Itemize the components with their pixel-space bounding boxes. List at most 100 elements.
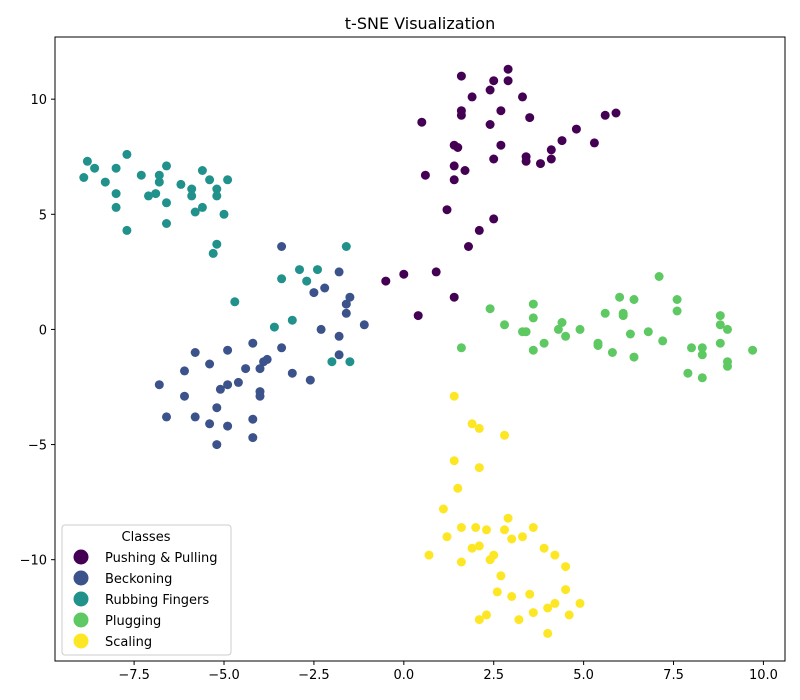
legend-label: Beckoning xyxy=(105,572,172,587)
data-point xyxy=(528,299,538,309)
data-point xyxy=(697,350,707,360)
data-point xyxy=(575,324,585,334)
data-point xyxy=(187,184,197,194)
y-tick-label: 0 xyxy=(39,323,47,338)
data-point xyxy=(212,191,222,201)
data-point xyxy=(474,225,484,235)
data-point xyxy=(154,380,164,390)
data-point xyxy=(442,532,452,542)
x-axis: −7.5 −5.0 −2.5 0.0 2.5 5.0 7.5 10.0 xyxy=(118,661,778,683)
data-point xyxy=(313,265,322,275)
data-point xyxy=(629,352,639,362)
data-point xyxy=(723,324,732,334)
plot-frame xyxy=(54,36,786,662)
data-point xyxy=(269,322,279,332)
legend-label: Pushing & Pulling xyxy=(105,551,218,566)
data-point xyxy=(154,170,164,180)
data-point xyxy=(212,403,222,413)
data-point xyxy=(255,391,265,401)
data-point xyxy=(564,610,574,620)
data-point xyxy=(223,345,233,355)
data-point xyxy=(697,373,707,383)
data-point xyxy=(550,598,560,608)
data-point xyxy=(417,117,427,127)
data-point xyxy=(449,292,459,302)
data-point xyxy=(248,338,258,348)
data-point xyxy=(593,341,603,350)
data-point xyxy=(589,138,599,148)
data-point xyxy=(162,198,171,208)
data-point xyxy=(215,384,225,394)
data-point xyxy=(748,345,758,355)
data-point xyxy=(187,191,197,201)
data-point xyxy=(489,214,499,224)
legend-title: Classes xyxy=(122,530,171,545)
data-point xyxy=(456,71,466,81)
legend-label: Scaling xyxy=(105,635,152,650)
data-point xyxy=(561,331,571,341)
data-point xyxy=(176,179,186,189)
data-point xyxy=(528,523,538,532)
data-point xyxy=(233,377,243,387)
data-point xyxy=(485,85,495,95)
data-point xyxy=(424,550,434,560)
data-point xyxy=(500,525,509,535)
data-point xyxy=(456,110,466,120)
data-point xyxy=(485,120,495,129)
data-point xyxy=(212,440,222,450)
data-point xyxy=(474,463,484,473)
data-point xyxy=(507,592,517,601)
data-point xyxy=(212,184,222,194)
data-point xyxy=(111,202,121,212)
data-point xyxy=(359,320,369,330)
legend-box xyxy=(61,524,232,656)
data-point xyxy=(518,92,527,102)
data-point xyxy=(334,331,344,341)
data-point xyxy=(611,108,621,118)
data-point xyxy=(600,110,610,120)
data-point xyxy=(561,562,571,572)
data-point xyxy=(162,161,171,171)
data-point xyxy=(467,543,477,553)
data-point xyxy=(625,329,635,339)
data-point xyxy=(456,557,466,567)
plot-points xyxy=(79,64,758,638)
legend-marker xyxy=(73,612,89,628)
data-point xyxy=(449,391,459,401)
data-point xyxy=(438,504,448,514)
data-point xyxy=(539,543,549,553)
data-point xyxy=(500,430,509,440)
data-point xyxy=(302,276,312,286)
chart-title: t-SNE Visualization xyxy=(345,14,495,33)
data-point xyxy=(687,343,696,353)
data-point xyxy=(518,532,527,542)
data-point xyxy=(180,366,189,376)
data-point xyxy=(536,159,545,169)
data-point xyxy=(467,92,477,102)
data-point xyxy=(672,295,682,304)
data-point xyxy=(345,357,355,367)
data-point xyxy=(287,315,297,325)
data-point xyxy=(697,343,707,353)
data-point xyxy=(100,177,110,187)
data-point xyxy=(381,276,391,286)
data-point xyxy=(485,555,495,565)
x-tick-label: −7.5 xyxy=(118,668,150,683)
data-point xyxy=(190,348,200,357)
data-point xyxy=(521,327,531,337)
data-point xyxy=(553,324,563,334)
data-point xyxy=(496,571,506,581)
data-point xyxy=(500,320,509,330)
data-point xyxy=(543,628,553,638)
data-point xyxy=(449,161,459,171)
data-point xyxy=(715,311,725,321)
data-point xyxy=(539,338,549,348)
legend: Classes Pushing & Pulling Beckoning Rubbin… xyxy=(61,524,232,656)
data-point xyxy=(345,292,355,302)
data-point xyxy=(482,610,491,620)
data-point xyxy=(442,205,452,215)
y-tick-label: −10 xyxy=(20,554,47,569)
data-point xyxy=(431,267,441,277)
data-point xyxy=(111,189,121,199)
data-point xyxy=(341,308,351,318)
